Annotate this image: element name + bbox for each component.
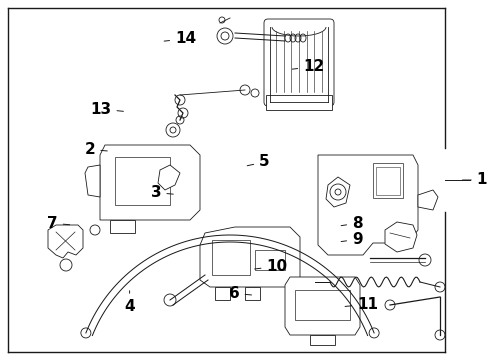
Polygon shape (215, 287, 229, 300)
Bar (254, 250, 285, 270)
Bar (294, 290, 349, 320)
Polygon shape (317, 155, 417, 255)
Bar (372, 163, 402, 198)
Polygon shape (417, 190, 437, 210)
Polygon shape (158, 165, 180, 190)
Polygon shape (325, 177, 349, 207)
Polygon shape (244, 287, 260, 300)
FancyBboxPatch shape (264, 19, 333, 106)
Bar (115, 157, 170, 205)
Bar (265, 95, 331, 110)
Polygon shape (110, 220, 135, 233)
Polygon shape (100, 145, 200, 220)
Text: 11: 11 (345, 297, 377, 312)
Text: 9: 9 (341, 232, 362, 247)
Text: 5: 5 (247, 154, 269, 170)
Text: 6: 6 (228, 286, 251, 301)
Text: 7: 7 (47, 216, 69, 231)
Polygon shape (85, 165, 100, 197)
Text: 3: 3 (150, 185, 173, 200)
Text: 12: 12 (292, 59, 324, 74)
Polygon shape (200, 227, 299, 287)
Text: 4: 4 (124, 291, 135, 314)
Polygon shape (48, 225, 83, 258)
Text: 1: 1 (462, 172, 486, 188)
Text: 10: 10 (254, 259, 287, 274)
Polygon shape (384, 222, 416, 252)
Text: 13: 13 (90, 102, 123, 117)
Text: 2: 2 (84, 142, 107, 157)
Polygon shape (309, 335, 334, 345)
Text: 8: 8 (341, 216, 362, 231)
Polygon shape (285, 277, 359, 335)
Bar (212, 240, 249, 275)
Bar (375, 167, 399, 195)
Text: 14: 14 (164, 31, 196, 46)
